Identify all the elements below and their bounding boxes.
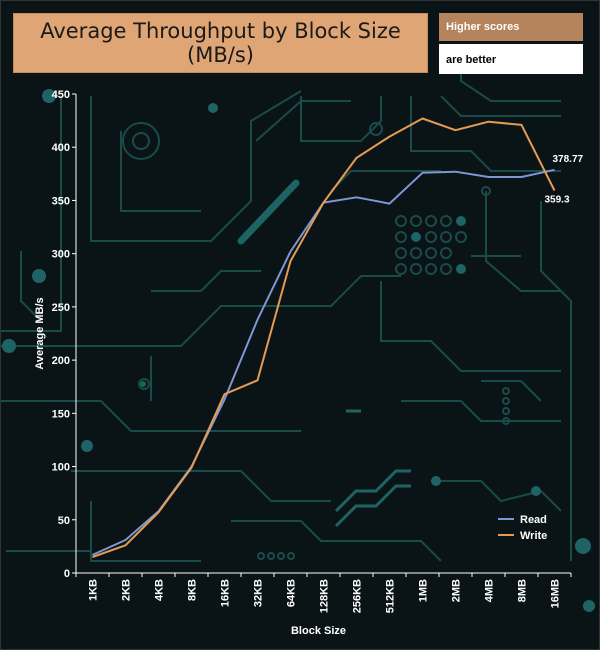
legend: Read Write xyxy=(498,514,547,542)
series-line-read xyxy=(92,168,555,556)
x-tick-label: 64KB xyxy=(286,579,298,607)
x-tick-label: 2MB xyxy=(451,579,463,602)
chart-title-line-2: (MB/s) xyxy=(187,43,254,67)
legend-label-write: Write xyxy=(520,530,547,542)
x-tick-label: 16KB xyxy=(220,579,232,607)
y-tick-label: 400 xyxy=(52,142,70,154)
y-tick-label: 100 xyxy=(52,462,70,474)
axes: 0 50 100 150 200 250 300 350 400 450 1KB 2KB 4KB 8KB 1… xyxy=(34,89,572,637)
x-tick-label: 16MB xyxy=(550,579,562,608)
data-label-write-last: 359.3 xyxy=(545,195,570,206)
chart-title-line-1: Average Throughput by Block Size xyxy=(40,19,401,43)
y-tick-label: 350 xyxy=(52,195,70,207)
data-label-read-last: 378.77 xyxy=(553,154,584,165)
x-tick-label: 128KB xyxy=(319,579,331,613)
x-tick-label: 1MB xyxy=(418,579,430,602)
x-tick-label: 512KB xyxy=(385,579,397,613)
y-tick-label: 300 xyxy=(52,249,70,261)
y-axis-title: Average MB/s xyxy=(34,297,46,369)
x-tick-label: 256KB xyxy=(352,579,364,613)
y-tick-label: 250 xyxy=(52,302,70,314)
note-higher-scores: Higher scores xyxy=(439,13,583,41)
y-tick-label: 450 xyxy=(52,89,70,101)
y-tick-label: 0 xyxy=(64,568,70,580)
y-tick-label: 150 xyxy=(52,408,70,420)
x-tick-label: 32KB xyxy=(253,579,265,607)
series-line-write xyxy=(92,117,556,558)
legend-label-read: Read xyxy=(520,514,547,526)
y-tick-label: 50 xyxy=(58,515,70,527)
note-are-better: are better xyxy=(439,44,583,74)
data-labels: 378.77 359.3 xyxy=(545,154,584,206)
series-lines xyxy=(92,117,556,558)
x-tick-label: 2KB xyxy=(121,579,133,601)
x-tick-label: 4KB xyxy=(154,579,166,601)
x-tick-label: 4MB xyxy=(484,579,496,602)
x-tick-label: 8MB xyxy=(517,579,529,602)
x-tick-label: 8KB xyxy=(187,579,199,601)
x-axis-title: Block Size xyxy=(291,625,346,637)
chart-title: Average Throughput by Block Size (MB/s) xyxy=(13,13,428,73)
y-tick-label: 200 xyxy=(52,355,70,367)
x-tick-label: 1KB xyxy=(88,579,100,601)
